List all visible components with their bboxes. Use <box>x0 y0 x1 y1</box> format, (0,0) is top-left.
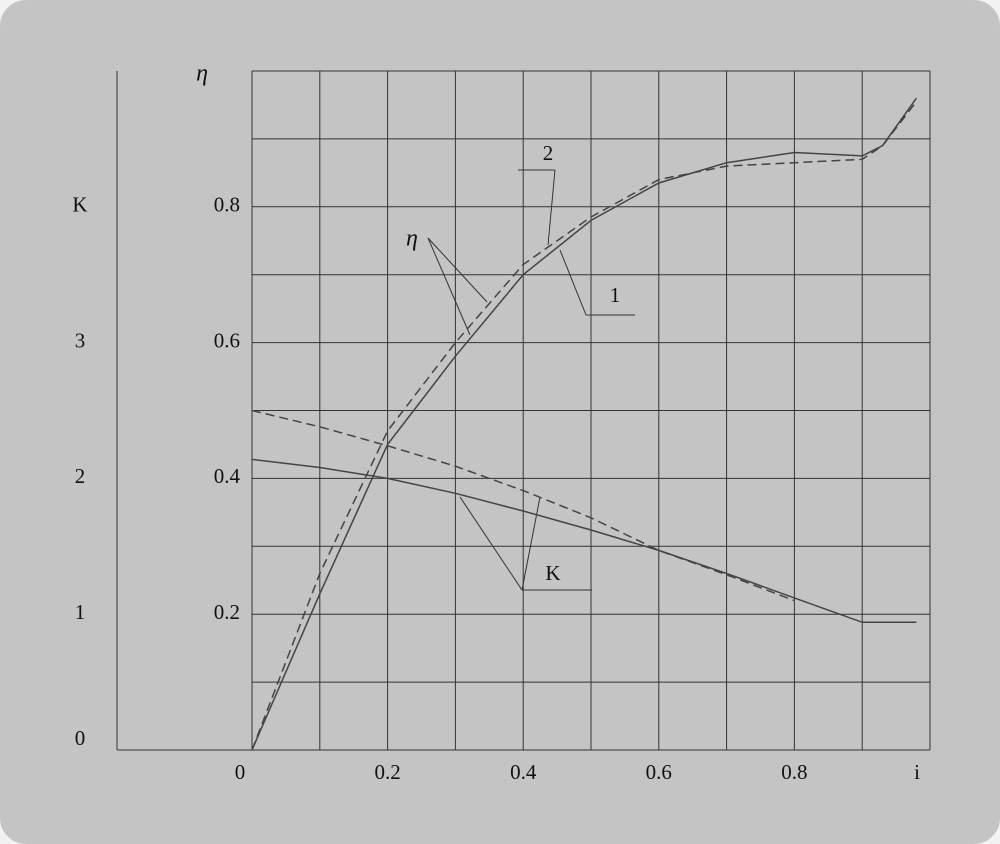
y-tick-label: η <box>196 61 208 87</box>
y2-tick-label: 1 <box>75 600 86 624</box>
y-tick-label: 0.4 <box>214 464 241 488</box>
y-tick-label: 0.8 <box>214 193 240 217</box>
leader-line <box>427 237 471 336</box>
y2-tick-label: K <box>72 193 87 217</box>
leader-line <box>547 169 556 246</box>
annotation: 2 <box>543 141 554 165</box>
x-tick-label: 0.4 <box>510 760 537 784</box>
leader-line <box>559 249 587 316</box>
leader-line <box>521 496 541 591</box>
x-axis-label: i <box>914 760 920 784</box>
y2-tick-label: 2 <box>75 464 86 488</box>
y2-tick-label: 3 <box>75 328 86 352</box>
y2-tick-label: 0 <box>75 726 86 750</box>
x-tick-label: 0.2 <box>374 760 400 784</box>
series-line <box>251 101 917 751</box>
series-line <box>251 409 795 602</box>
y-tick-label: 0.2 <box>214 600 240 624</box>
x-tick-label: 0 <box>235 760 246 784</box>
leader-line <box>427 237 488 303</box>
annotation: K <box>545 561 560 585</box>
y-tick-label: 0.6 <box>214 328 240 352</box>
series-line <box>251 97 918 751</box>
x-tick-label: 0.8 <box>781 760 807 784</box>
x-tick-label: 0.6 <box>646 760 672 784</box>
annotation: 1 <box>610 283 621 307</box>
leader-line <box>459 496 523 591</box>
annotation: η <box>406 226 418 252</box>
series-line <box>251 458 917 624</box>
